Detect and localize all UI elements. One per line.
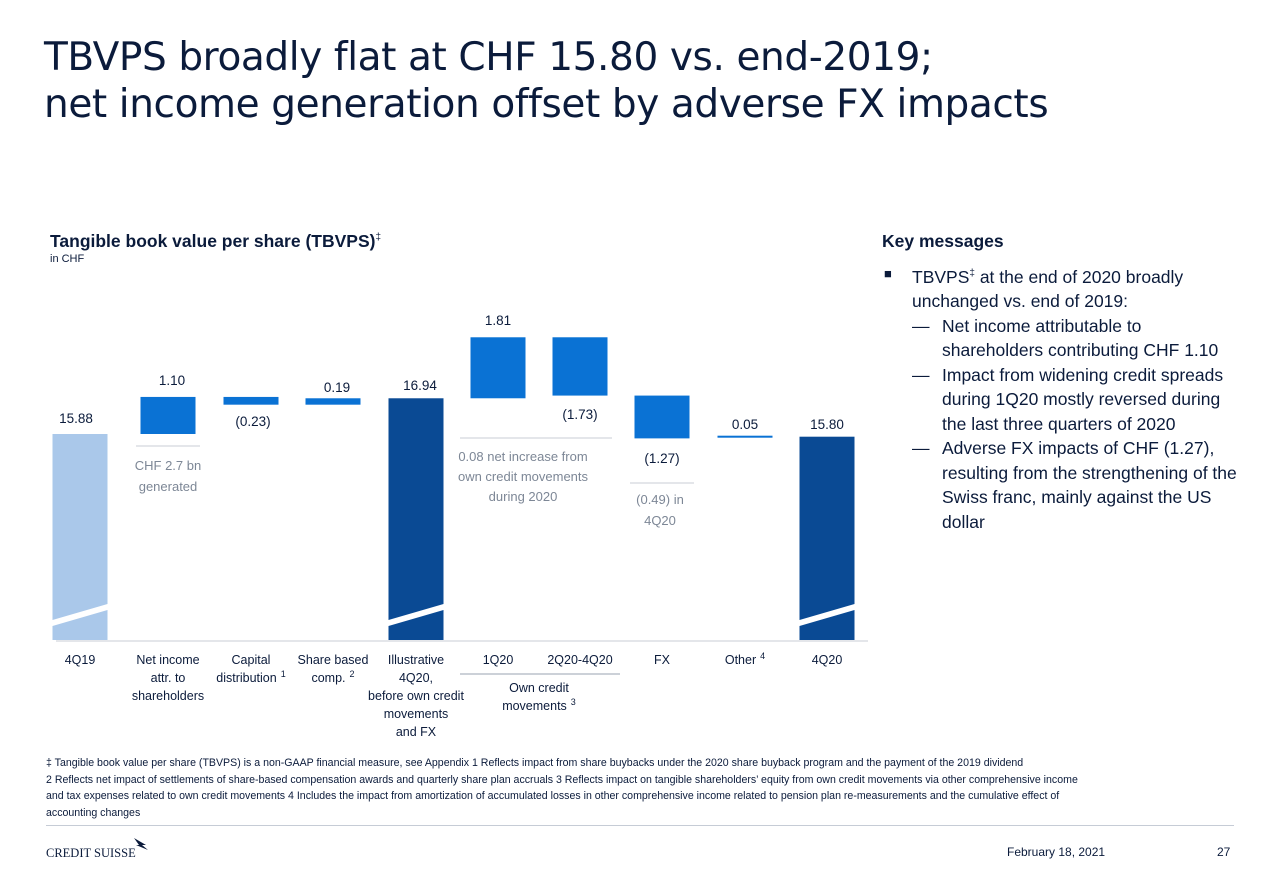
credit-suisse-logo: CREDIT SUISSE xyxy=(46,838,148,860)
page-title-line-1: TBVPS broadly flat at CHF 15.80 vs. end-… xyxy=(44,35,933,80)
waterfall-bar xyxy=(799,436,855,640)
x-tick-label: FX xyxy=(654,653,671,667)
x-tick-label: before own credit xyxy=(368,689,464,703)
x-tick-label: 1Q20 xyxy=(483,653,514,667)
waterfall-bar xyxy=(634,395,690,439)
key-message-subitem-text: Impact from widening credit spreads duri… xyxy=(942,364,1224,434)
chart-title-text: Tangible book value per share (TBVPS) xyxy=(50,231,376,251)
key-message-subitem: — Adverse FX impacts of CHF (1.27), resul… xyxy=(880,436,1240,534)
annotation-text: CHF 2.7 bn xyxy=(135,458,201,473)
key-message-mark: ‡ xyxy=(969,268,975,279)
x-tick-label: 2Q20-4Q20 xyxy=(547,653,612,667)
chart-unit: in CHF xyxy=(50,253,85,265)
tick-footnote-mark: 2 xyxy=(350,669,355,679)
footnote-line: and tax expenses related to own credit m… xyxy=(46,790,1060,802)
x-tick-label: Illustrative xyxy=(388,653,444,667)
annotation-text: (0.49) in xyxy=(636,492,684,507)
key-message-subitem-text: Adverse FX impacts of CHF (1.27), result… xyxy=(942,438,1237,532)
sails-icon xyxy=(134,838,148,850)
data-label: 0.05 xyxy=(732,417,758,432)
data-label: 0.19 xyxy=(324,380,350,395)
key-message-subitem-text: Net income attributable to shareholders … xyxy=(942,315,1219,361)
chart-title-mark: ‡ xyxy=(375,232,382,244)
axis-break-mark xyxy=(52,604,108,626)
x-tick-label: Share based xyxy=(298,653,369,667)
tick-footnote-mark: 4 xyxy=(760,651,765,661)
dash-icon: — xyxy=(912,364,930,385)
data-label: 1.81 xyxy=(485,313,511,328)
key-message-bullet: ■ TBVPS‡ at the end of 2020 broadly uncha… xyxy=(880,262,1240,314)
key-messages-title: Key messages xyxy=(882,231,1004,251)
x-tick-label: attr. to xyxy=(151,671,186,685)
x-tick-label: 4Q20 xyxy=(812,653,843,667)
x-tick-label: Other 4 xyxy=(725,651,765,667)
waterfall-bar xyxy=(223,396,279,405)
x-tick-label: Capital xyxy=(232,653,271,667)
x-tick-label: Net income xyxy=(136,653,199,667)
data-label: 16.94 xyxy=(403,378,437,393)
data-label: 15.88 xyxy=(59,411,93,426)
chart-title: Tangible book value per share (TBVPS)‡ xyxy=(50,231,381,252)
x-tick-label: shareholders xyxy=(132,689,204,703)
footnote-line: accounting changes xyxy=(46,806,141,819)
data-label: 15.80 xyxy=(810,417,844,432)
page-title: TBVPS broadly flat at CHF 15.80 vs. end-… xyxy=(44,34,1049,128)
waterfall-bar xyxy=(140,396,196,434)
annotation-text: own credit movements xyxy=(458,469,589,484)
footnote-line: 2 Reflects net impact of settlements of … xyxy=(46,773,1078,786)
x-tick-label: distribution 1 xyxy=(216,669,285,685)
key-messages-list: ■ TBVPS‡ at the end of 2020 broadly uncha… xyxy=(880,262,1240,534)
x-tick-label: comp. 2 xyxy=(311,669,354,685)
data-label: (0.23) xyxy=(235,414,270,429)
key-message-subitem: — Net income attributable to shareholders… xyxy=(880,314,1240,363)
annotation-text: 0.08 net increase from xyxy=(458,449,587,464)
x-tick-label: and FX xyxy=(396,725,437,739)
axis-break-mark xyxy=(388,604,444,626)
tick-footnote-mark: 1 xyxy=(281,669,286,679)
waterfall-bar xyxy=(552,337,608,396)
key-message-text: at the end of 2020 broadly unchanged vs.… xyxy=(912,266,1184,312)
axis-break-mark xyxy=(799,604,855,626)
page-title-line-2: net income generation offset by adverse … xyxy=(44,82,1049,127)
x-tick-label: 4Q20, xyxy=(399,671,433,685)
page-number: 27 xyxy=(1217,845,1231,859)
dash-icon: — xyxy=(912,315,930,336)
dash-icon: — xyxy=(912,438,930,459)
waterfall-bar xyxy=(305,398,361,405)
square-bullet-icon: ■ xyxy=(884,266,892,281)
annotation-text: 4Q20 xyxy=(644,513,676,528)
group-label: movements 3 xyxy=(502,697,576,713)
waterfall-bar xyxy=(52,434,108,640)
waterfall-bar xyxy=(470,337,526,399)
group-footnote-mark: 3 xyxy=(571,697,576,707)
key-message-subitem: — Impact from widening credit spreads dur… xyxy=(880,363,1240,437)
footnote-line: ‡ Tangible book value per share (TBVPS) … xyxy=(46,757,1024,769)
data-label: (1.27) xyxy=(644,451,679,466)
logo-text: CREDIT SUISSE xyxy=(46,846,136,860)
tbvps-waterfall-chart: 15.88 1.10 (0.23) 0.19 16.94 1.81 (1.73) (1.27)… xyxy=(52,313,868,739)
annotation-text: generated xyxy=(139,479,198,494)
annotation-text: during 2020 xyxy=(489,489,558,504)
group-label: Own credit xyxy=(509,681,569,695)
footer-divider xyxy=(46,825,1234,826)
waterfall-bar xyxy=(388,398,444,640)
waterfall-bar xyxy=(717,435,773,438)
footer-date: February 18, 2021 xyxy=(1007,845,1106,859)
data-label: (1.73) xyxy=(562,407,597,422)
x-tick-label: 4Q19 xyxy=(65,653,96,667)
x-tick-label: movements xyxy=(384,707,449,721)
footnotes: ‡ Tangible book value per share (TBVPS) … xyxy=(46,755,1246,821)
data-label: 1.10 xyxy=(159,373,185,388)
key-message-prefix: TBVPS xyxy=(912,266,970,287)
